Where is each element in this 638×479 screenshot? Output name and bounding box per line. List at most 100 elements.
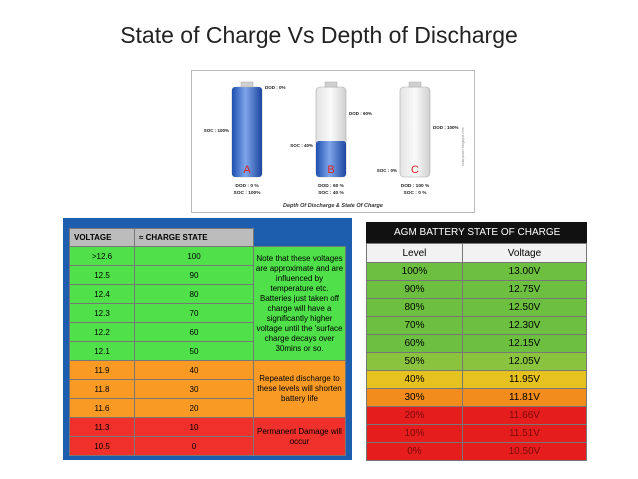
battery-bottom-dod: DOD : 60 % bbox=[318, 183, 345, 189]
battery-letter: B bbox=[327, 164, 334, 176]
cell-voltage: 11.9 bbox=[69, 360, 135, 380]
cell-level: 50% bbox=[366, 352, 463, 371]
cell-charge: 20 bbox=[134, 398, 254, 418]
cell-level: 0% bbox=[366, 442, 463, 461]
cell-voltage: 12.4 bbox=[69, 284, 135, 304]
battery-soc-label: SOC : 0% bbox=[377, 168, 397, 173]
cell-charge: 80 bbox=[134, 284, 254, 304]
voltage-charge-table-panel: VOLTAGE ≈ CHARGE STATE >12.6 100 Note that… bbox=[63, 218, 352, 460]
table-row: 10.5 0 bbox=[69, 436, 346, 456]
table-row: 11.9 40 Repeated discharge to these levels… bbox=[69, 360, 346, 418]
cell-charge: 40 bbox=[134, 360, 254, 380]
battery-diagram: A DOD : 0% SOC : 100% DOD : 0 % SOC : 100% B D… bbox=[191, 70, 475, 213]
cell-voltage: 12.2 bbox=[69, 322, 135, 342]
battery-bottom-dod: DOD : 100 % bbox=[401, 183, 430, 189]
table-row: 10% 11.51V bbox=[366, 424, 588, 443]
battery-bottom-soc: SOC : 100% bbox=[234, 190, 262, 196]
battery-terminal bbox=[240, 81, 254, 88]
cell-voltage: 13.00V bbox=[461, 262, 588, 281]
col-notes bbox=[253, 228, 346, 247]
note-red: Permanent Damage will occur bbox=[253, 417, 346, 456]
cell-voltage: 12.50V bbox=[461, 298, 588, 317]
battery-dod-label: DOD : 100% bbox=[433, 125, 459, 130]
cell-voltage: >12.6 bbox=[69, 246, 135, 266]
table-row: 11.8 30 bbox=[69, 379, 346, 399]
cell-charge: 70 bbox=[134, 303, 254, 323]
battery-dod-label: DOD : 60% bbox=[349, 111, 372, 116]
table-row: >12.6 100 Note that these voltages are app… bbox=[69, 246, 346, 361]
col-level: Level bbox=[366, 243, 463, 263]
agm-table: Level Voltage 100% 13.00V 90% 12.75V 80% 12.5… bbox=[366, 243, 588, 461]
table-row: 70% 12.30V bbox=[366, 316, 588, 335]
battery-charge-fill bbox=[316, 141, 346, 177]
cell-voltage: 12.15V bbox=[461, 334, 588, 353]
battery-letter: C bbox=[411, 164, 419, 176]
battery-bottom-soc: SOC : 0 % bbox=[404, 190, 428, 196]
cell-voltage: 12.3 bbox=[69, 303, 135, 323]
table-row: 0% 10.50V bbox=[366, 442, 588, 461]
battery-dod-label: DOD : 0% bbox=[265, 85, 286, 90]
cell-charge: 30 bbox=[134, 379, 254, 399]
cell-charge: 0 bbox=[134, 436, 254, 456]
battery-bottom-dod: DOD : 0 % bbox=[235, 183, 259, 189]
cell-voltage: 11.95V bbox=[461, 370, 588, 389]
diagram-watermark: solarpower.blogspot.com bbox=[461, 127, 465, 166]
table-row: 30% 11.81V bbox=[366, 388, 588, 407]
cell-voltage: 11.66V bbox=[461, 406, 588, 425]
table-row: 50% 12.05V bbox=[366, 352, 588, 371]
cell-voltage: 10.50V bbox=[461, 442, 588, 461]
battery-letter: A bbox=[243, 164, 251, 176]
table-row: 80% 12.50V bbox=[366, 298, 588, 317]
cell-level: 30% bbox=[366, 388, 463, 407]
cell-level: 10% bbox=[366, 424, 463, 443]
table-row: 20% 11.66V bbox=[366, 406, 588, 425]
table-row: 12.1 50 bbox=[69, 341, 346, 361]
col-agm-voltage: Voltage bbox=[461, 243, 588, 263]
cell-voltage: 11.8 bbox=[69, 379, 135, 399]
table-row: 11.6 20 bbox=[69, 398, 346, 418]
cell-voltage: 10.5 bbox=[69, 436, 135, 456]
agm-table-panel: AGM BATTERY STATE OF CHARGE Level Voltag… bbox=[366, 222, 588, 462]
cell-voltage: 11.81V bbox=[461, 388, 588, 407]
col-voltage: VOLTAGE bbox=[69, 228, 135, 247]
cell-charge: 10 bbox=[134, 417, 254, 437]
table-row: 100% 13.00V bbox=[366, 262, 588, 281]
battery-bottom-soc: SOC : 40 % bbox=[318, 190, 344, 196]
cell-level: 70% bbox=[366, 316, 463, 335]
cell-voltage: 12.05V bbox=[461, 352, 588, 371]
cell-charge: 50 bbox=[134, 341, 254, 361]
cell-level: 60% bbox=[366, 334, 463, 353]
cell-level: 20% bbox=[366, 406, 463, 425]
diagram-caption: Depth Of Discharge & State Of Charge bbox=[283, 203, 383, 209]
voltage-charge-table: VOLTAGE ≈ CHARGE STATE >12.6 100 Note that… bbox=[69, 228, 346, 456]
cell-voltage: 12.30V bbox=[461, 316, 588, 335]
cell-voltage: 12.75V bbox=[461, 280, 588, 299]
table-row: 60% 12.15V bbox=[366, 334, 588, 353]
cell-voltage: 11.3 bbox=[69, 417, 135, 437]
cell-level: 90% bbox=[366, 280, 463, 299]
cell-voltage: 12.1 bbox=[69, 341, 135, 361]
slide-title: State of Charge Vs Depth of Discharge bbox=[120, 22, 518, 48]
battery-soc-label: SOC : 40% bbox=[290, 143, 313, 148]
cell-voltage: 11.6 bbox=[69, 398, 135, 418]
cell-voltage: 11.51V bbox=[461, 424, 588, 443]
note-orange: Repeated discharge to these levels will … bbox=[253, 360, 346, 418]
cell-charge: 60 bbox=[134, 322, 254, 342]
table-row: 11.3 10 Permanent Damage will occur bbox=[69, 417, 346, 456]
col-charge-state: ≈ CHARGE STATE bbox=[134, 228, 254, 247]
cell-voltage: 12.5 bbox=[69, 265, 135, 285]
cell-charge: 100 bbox=[134, 246, 254, 266]
battery-soc-label: SOC : 100% bbox=[204, 128, 229, 133]
cell-charge: 90 bbox=[134, 265, 254, 285]
table-row: 12.3 70 bbox=[69, 303, 346, 323]
note-green: Note that these voltages are approximate… bbox=[253, 246, 346, 361]
cell-level: 80% bbox=[366, 298, 463, 317]
table-row: 90% 12.75V bbox=[366, 280, 588, 299]
cell-level: 40% bbox=[366, 370, 463, 389]
table-row: 40% 11.95V bbox=[366, 370, 588, 389]
agm-table-title: AGM BATTERY STATE OF CHARGE bbox=[366, 222, 587, 243]
battery-terminal bbox=[324, 81, 338, 88]
table-row: 12.5 90 bbox=[69, 265, 346, 285]
battery-terminal bbox=[408, 81, 422, 88]
